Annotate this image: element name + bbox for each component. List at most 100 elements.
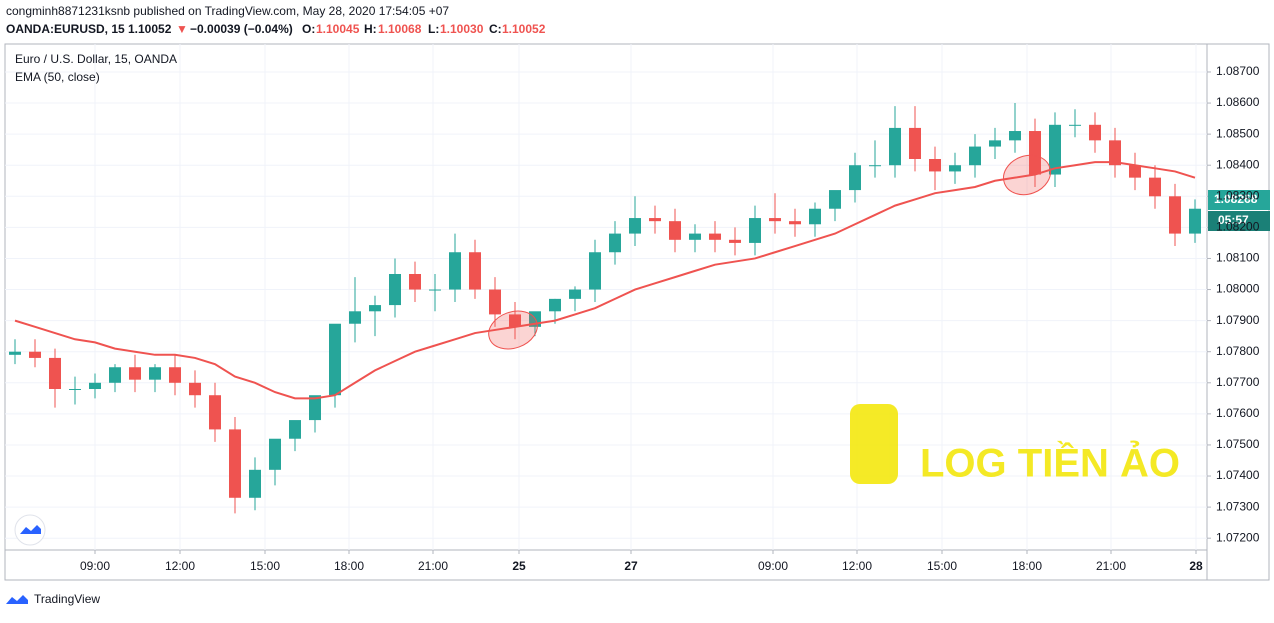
candle-body — [1069, 124, 1081, 126]
candle-body — [829, 190, 841, 209]
candle-body — [229, 429, 241, 498]
legend-ema: EMA (50, close) — [15, 70, 100, 84]
highlight-circle — [1003, 154, 1051, 196]
watermark: LOG TIỀN ẢO — [850, 404, 1180, 486]
y-tick-label: 1.07700 — [1216, 375, 1260, 389]
l-value: 1.10030 — [440, 22, 484, 36]
candle-body — [289, 420, 301, 439]
x-tick-label: 18:00 — [1012, 559, 1042, 573]
candle-body — [669, 221, 681, 240]
tv-logo-icon — [20, 525, 41, 534]
y-tick-label: 1.08400 — [1216, 157, 1260, 171]
x-tick-label: 25 — [512, 559, 526, 573]
l-label: L: — [428, 22, 439, 36]
c-value: 1.10052 — [502, 22, 546, 36]
price-label: 1.08268 — [1214, 192, 1258, 206]
candle-body — [169, 367, 181, 383]
countdown: 05:57 — [1218, 213, 1249, 227]
candle-body — [9, 351, 21, 355]
candle-body — [449, 252, 461, 290]
brand-icon — [6, 595, 28, 604]
candle-body — [69, 389, 81, 390]
y-tick-label: 1.07400 — [1216, 468, 1260, 482]
h-label: H: — [364, 22, 377, 36]
candle-body — [1049, 124, 1061, 175]
candle-body — [989, 140, 1001, 147]
candle-body — [649, 218, 661, 222]
arrow: ▼ — [176, 22, 188, 36]
candle-body — [29, 351, 41, 358]
candle-body — [309, 395, 321, 421]
grid — [5, 44, 1211, 554]
x-tick-label: 27 — [624, 559, 638, 573]
candle-body — [769, 218, 781, 222]
watermark-text: LOG TIỀN ẢO — [920, 440, 1180, 486]
legend-title: Euro / U.S. Dollar, 15, OANDA — [15, 52, 177, 66]
candle-body — [1109, 140, 1121, 166]
y-tick-label: 1.08600 — [1216, 95, 1260, 109]
byline: congminh8871231ksnb published on Trading… — [6, 4, 449, 18]
candle-body — [749, 218, 761, 243]
y-tick-label: 1.07500 — [1216, 437, 1260, 451]
candle-body — [1189, 208, 1201, 234]
candle-body — [1169, 196, 1181, 234]
candle-body — [849, 165, 861, 191]
candle-body — [329, 323, 341, 396]
brand: TradingView — [34, 592, 100, 606]
y-tick-label: 1.07900 — [1216, 313, 1260, 327]
watermark-icon — [850, 404, 898, 484]
candle-body — [1009, 131, 1021, 141]
x-tick-label: 15:00 — [927, 559, 957, 573]
candle-body — [89, 382, 101, 389]
plot — [9, 103, 1201, 514]
candle-body — [129, 367, 141, 380]
candle-body — [1089, 124, 1101, 141]
candle-body — [489, 289, 501, 315]
c-label: C: — [489, 22, 502, 36]
candle-body — [49, 357, 61, 389]
candle-body — [869, 165, 881, 167]
candle-body — [409, 274, 421, 290]
candle-body — [969, 146, 981, 166]
candle-body — [109, 367, 121, 383]
y-tick-label: 1.07200 — [1216, 530, 1260, 544]
candle-body — [589, 252, 601, 290]
y-tick-label: 1.07300 — [1216, 499, 1260, 513]
x-tick-label: 18:00 — [334, 559, 364, 573]
candle-body — [189, 382, 201, 396]
candle-body — [809, 208, 821, 225]
x-tick-label: 09:00 — [758, 559, 788, 573]
candle-body — [369, 305, 381, 312]
candle-body — [209, 395, 221, 430]
symbol: OANDA:EURUSD, 15 — [6, 22, 125, 36]
y-tick-label: 1.08000 — [1216, 282, 1260, 296]
y-tick-label: 1.08500 — [1216, 126, 1260, 140]
candle-body — [249, 469, 261, 498]
last: 1.10052 — [128, 22, 172, 36]
ema-line — [14, 161, 1196, 400]
y-tick-label: 1.08700 — [1216, 64, 1260, 78]
candle-body — [569, 289, 581, 299]
candle-body — [629, 218, 641, 234]
x-tick-label: 12:00 — [842, 559, 872, 573]
candle-body — [549, 298, 561, 312]
x-tick-label: 21:00 — [1096, 559, 1126, 573]
candle-body — [889, 127, 901, 166]
candle-body — [1129, 165, 1141, 178]
candle-body — [709, 233, 721, 240]
candle-body — [269, 438, 281, 470]
candle-body — [149, 367, 161, 380]
y-tick-label: 1.08100 — [1216, 251, 1260, 265]
candle-body — [1149, 177, 1161, 197]
h-value: 1.10068 — [378, 22, 422, 36]
highlight-circle — [488, 310, 538, 350]
y-tick-label: 1.08300 — [1216, 188, 1260, 202]
candle-body — [789, 221, 801, 225]
candle-body — [349, 311, 361, 324]
candle-body — [389, 274, 401, 306]
o-value: 1.10045 — [316, 22, 360, 36]
x-tick-label: 21:00 — [418, 559, 448, 573]
tv-logo-button[interactable] — [14, 514, 46, 546]
